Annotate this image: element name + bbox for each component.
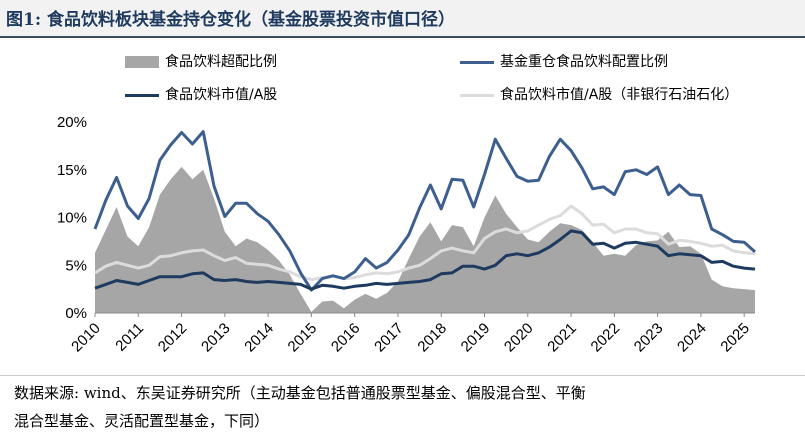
legend-label-over-alloc: 食品饮料超配比例	[165, 54, 277, 70]
x-tick-label: 2012	[155, 320, 191, 356]
series-line-mktcap-ex	[94, 204, 756, 282]
x-tick-label: 2025	[717, 320, 753, 356]
legend-over-alloc: 食品饮料超配比例	[125, 51, 277, 71]
y-tick-label: 20%	[57, 114, 87, 131]
x-tick-label: 2013	[198, 320, 234, 356]
chart-canvas: 0%5%10%15%20%2010 2011 2012 2013 2014 2015 201…	[57, 114, 756, 356]
x-tick-label: 2015	[285, 320, 321, 356]
legend-swatch-mktcap-ex	[460, 93, 494, 97]
series-line-mktcap	[94, 229, 756, 291]
series-area-over-alloc	[95, 166, 755, 313]
x-tick-label: 2021	[544, 320, 580, 356]
figure-title: 图1: 食品饮料板块基金持仓变化（基金股票投资市值口径）	[6, 10, 456, 30]
legend-label-fund-alloc: 基金重仓食品饮料配置比例	[500, 54, 668, 70]
source-note-line-1: 数据来源: wind、东吴证券研究所（主动基金包括普通股票型基金、偏股混合型、平…	[14, 384, 586, 402]
x-tick-label: 2020	[501, 320, 537, 356]
x-tick-label: 2022	[588, 320, 624, 356]
legend-label-mktcap-ex: 食品饮料市值/A股（非银行石油石化）	[500, 87, 739, 103]
x-tick-label: 2018	[414, 320, 450, 356]
legend-mktcap: 食品饮料市值/A股	[125, 84, 277, 104]
legend-mktcap-ex: 食品饮料市值/A股（非银行石油石化）	[460, 84, 738, 104]
y-tick-label: 0%	[65, 305, 87, 322]
source-note-line-2: 混合型基金、灵活配置型基金，下同）	[14, 412, 270, 430]
x-tick-label: 2023	[631, 320, 667, 356]
y-tick-label: 15%	[57, 162, 87, 179]
divider	[0, 375, 805, 376]
series-line-fund-alloc	[93, 130, 756, 292]
x-tick-label: 2014	[241, 320, 277, 356]
x-tick-label: 2016	[328, 320, 364, 356]
x-tick-label: 2019	[458, 320, 494, 356]
legend-fund-alloc: 基金重仓食品饮料配置比例	[460, 51, 668, 71]
legend-label-mktcap: 食品饮料市值/A股	[165, 87, 278, 103]
title-bar: 图1: 食品饮料板块基金持仓变化（基金股票投资市值口径）	[0, 0, 805, 38]
x-tick-label: 2024	[674, 320, 710, 356]
x-tick-label: 2017	[371, 320, 407, 356]
legend-swatch-mktcap	[125, 93, 159, 97]
x-tick-label: 2011	[112, 320, 147, 355]
x-tick-label: 2010	[68, 320, 104, 356]
legend-swatch-area	[125, 56, 159, 68]
y-tick-label: 5%	[65, 257, 87, 274]
y-tick-label: 10%	[57, 210, 87, 227]
legend-swatch-fund	[460, 60, 494, 64]
